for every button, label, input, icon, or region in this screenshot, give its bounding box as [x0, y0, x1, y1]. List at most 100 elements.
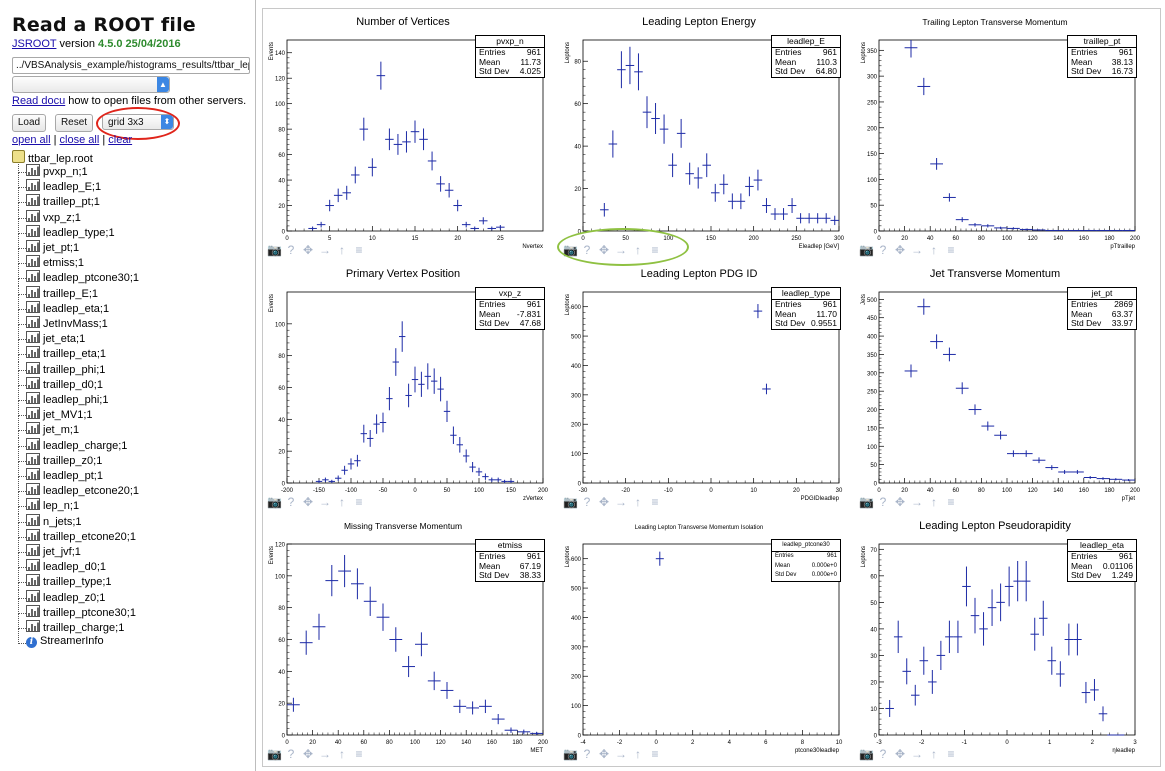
close-all-link[interactable]: close all [59, 134, 100, 146]
tree-item[interactable]: traillep_type;1 [18, 574, 112, 591]
tree-item[interactable]: leadlep_z0;1 [18, 589, 105, 606]
arrow-up-icon[interactable]: ↑ [931, 243, 937, 257]
file-path-input[interactable]: ../VBSAnalysis_example/histograms_result… [12, 57, 250, 74]
stats-box[interactable]: pvxp_n Entries 961 Mean 11.73 Std Dev 4.025 [475, 35, 545, 78]
camera-icon[interactable]: 📷 [859, 495, 874, 509]
histogram-panel[interactable]: Leading Lepton Transverse Momentum Isola… [561, 515, 853, 763]
arrow-right-icon[interactable]: → [319, 747, 331, 761]
help-icon[interactable]: ? [287, 243, 295, 257]
camera-icon[interactable]: 📷 [267, 243, 282, 257]
tree-item[interactable]: lep_n;1 [18, 498, 79, 515]
arrow-right-icon[interactable]: → [615, 495, 627, 509]
stats-box[interactable]: leadlep_ptcone30 Entries 961 Mean 0.000e+0 St… [771, 539, 841, 582]
histogram-panel[interactable]: Leading Lepton Energy 0 20 40 60 80 0 50 100 150 2… [561, 11, 853, 259]
arrow-up-icon[interactable]: ↑ [931, 495, 937, 509]
tree-item[interactable]: traillep_charge;1 [18, 620, 124, 636]
camera-icon[interactable]: 📷 [267, 495, 282, 509]
arrow-up-icon[interactable]: ↑ [931, 747, 937, 761]
histogram-panel[interactable]: Jet Transverse Momentum 0 50 100 150 200 250 30… [857, 263, 1149, 511]
move-icon[interactable]: ✥ [894, 495, 906, 509]
camera-icon[interactable]: 📷 [859, 747, 874, 761]
stats-box[interactable]: jet_pt Entries 2869 Mean 63.37 Std Dev 33.97 [1067, 287, 1137, 330]
tree-item[interactable]: jet_jvf;1 [18, 544, 81, 560]
tree-item[interactable]: leadlep_etcone20;1 [18, 483, 139, 500]
stats-box[interactable]: traillep_pt Entries 961 Mean 38.13 Std Dev 16.… [1067, 35, 1137, 78]
move-icon[interactable]: ✥ [598, 495, 610, 509]
help-icon[interactable]: ? [879, 243, 887, 257]
stats-box[interactable]: leadlep_E Entries 961 Mean 110.3 Std Dev 64.80 [771, 35, 841, 78]
reset-button[interactable]: Reset [55, 114, 93, 132]
move-icon[interactable]: ✥ [302, 495, 314, 509]
move-icon[interactable]: ✥ [598, 747, 610, 761]
tree-item[interactable]: leadlep_E;1 [18, 179, 101, 196]
arrow-up-icon[interactable]: ↑ [635, 495, 641, 509]
stats-box[interactable]: leadlep_eta Entries 961 Mean 0.01106 Std Dev 1… [1067, 539, 1137, 582]
stats-box[interactable]: etmiss Entries 961 Mean 67.19 Std Dev 38.33 [475, 539, 545, 582]
move-icon[interactable]: ✥ [894, 747, 906, 761]
camera-icon[interactable]: 📷 [267, 747, 282, 761]
tree-root-file[interactable]: ttbar_lep.root [12, 150, 93, 165]
tree-item[interactable]: etmiss;1 [18, 255, 84, 272]
arrow-right-icon[interactable]: → [615, 747, 627, 761]
camera-icon[interactable]: 📷 [563, 747, 578, 761]
menu-icon[interactable]: ≡ [651, 747, 659, 761]
stats-box[interactable]: leadlep_type Entries 961 Mean 11.70 Std Dev 0.… [771, 287, 841, 330]
tree-item[interactable]: traillep_E;1 [18, 285, 98, 302]
menu-icon[interactable]: ≡ [947, 495, 955, 509]
move-icon[interactable]: ✥ [894, 243, 906, 257]
help-icon[interactable]: ? [287, 495, 295, 509]
arrow-right-icon[interactable]: → [911, 747, 923, 761]
move-icon[interactable]: ✥ [302, 747, 314, 761]
arrow-up-icon[interactable]: ↑ [339, 243, 345, 257]
file-select[interactable]: ▲ [12, 76, 170, 93]
tree-item-streamer[interactable]: i StreamerInfo [18, 635, 104, 650]
histogram-panel[interactable]: Leading Lepton Pseudorapidity 0 10 20 30 40 50… [857, 515, 1149, 763]
tree-item[interactable]: leadlep_ptcone30;1 [18, 270, 139, 287]
camera-icon[interactable]: 📷 [563, 495, 578, 509]
load-button[interactable]: Load [12, 114, 46, 132]
jsroot-link[interactable]: JSROOT [12, 38, 57, 50]
menu-icon[interactable]: ≡ [651, 495, 659, 509]
menu-icon[interactable]: ≡ [947, 747, 955, 761]
arrow-right-icon[interactable]: → [319, 243, 331, 257]
histogram-panel[interactable]: Number of Vertices 0 20 40 60 80 100 120 140 0 5 10… [265, 11, 557, 259]
clear-link[interactable]: clear [108, 134, 133, 146]
histogram-panel[interactable]: Primary Vertex Position 0 20 40 60 80 100 -200 -… [265, 263, 557, 511]
open-all-link[interactable]: open all [12, 134, 51, 146]
move-icon[interactable]: ✥ [302, 243, 314, 257]
tree-item[interactable]: jet_m;1 [18, 422, 79, 439]
read-docu-link[interactable]: Read docu [12, 95, 66, 107]
menu-icon[interactable]: ≡ [947, 243, 955, 257]
tree-item[interactable]: traillep_phi;1 [18, 361, 105, 378]
tree-item[interactable]: traillep_d0;1 [18, 376, 103, 393]
help-icon[interactable]: ? [583, 495, 591, 509]
histogram-panel[interactable]: Missing Transverse Momentum 0 20 40 60 80 100 1… [265, 515, 557, 763]
menu-icon[interactable]: ≡ [355, 495, 363, 509]
tree-item[interactable]: jet_MV1;1 [18, 407, 93, 424]
tree-item[interactable]: vxp_z;1 [18, 209, 81, 226]
tree-item[interactable]: traillep_eta;1 [18, 346, 106, 363]
tree-item[interactable]: jet_pt;1 [18, 240, 79, 256]
tree-item[interactable]: n_jets;1 [18, 513, 82, 530]
menu-icon[interactable]: ≡ [355, 243, 363, 257]
tree-item[interactable]: leadlep_phi;1 [18, 392, 108, 408]
arrow-right-icon[interactable]: → [911, 243, 923, 257]
histogram-panel[interactable]: Leading Lepton PDG ID 0 100 200 300 400 500 600… [561, 263, 853, 511]
tree-item[interactable]: leadlep_d0;1 [18, 559, 106, 576]
tree-item[interactable]: pvxp_n;1 [18, 164, 88, 180]
tree-item[interactable]: JetInvMass;1 [18, 316, 108, 332]
tree-item[interactable]: leadlep_charge;1 [18, 437, 127, 454]
tree-item[interactable]: traillep_z0;1 [18, 452, 102, 469]
help-icon[interactable]: ? [583, 747, 591, 761]
help-icon[interactable]: ? [879, 747, 887, 761]
tree-item[interactable]: traillep_pt;1 [18, 194, 100, 211]
histogram-panel[interactable]: Trailing Lepton Transverse Momentum 0 50 10… [857, 11, 1149, 259]
tree-item[interactable]: traillep_etcone20;1 [18, 528, 136, 545]
tree-item[interactable]: leadlep_type;1 [18, 224, 115, 241]
help-icon[interactable]: ? [879, 495, 887, 509]
tree-item[interactable]: traillep_ptcone30;1 [18, 604, 136, 621]
arrow-up-icon[interactable]: ↑ [635, 747, 641, 761]
help-icon[interactable]: ? [287, 747, 295, 761]
stats-box[interactable]: vxp_z Entries 961 Mean -7.831 Std Dev 47.68 [475, 287, 545, 330]
menu-icon[interactable]: ≡ [355, 747, 363, 761]
